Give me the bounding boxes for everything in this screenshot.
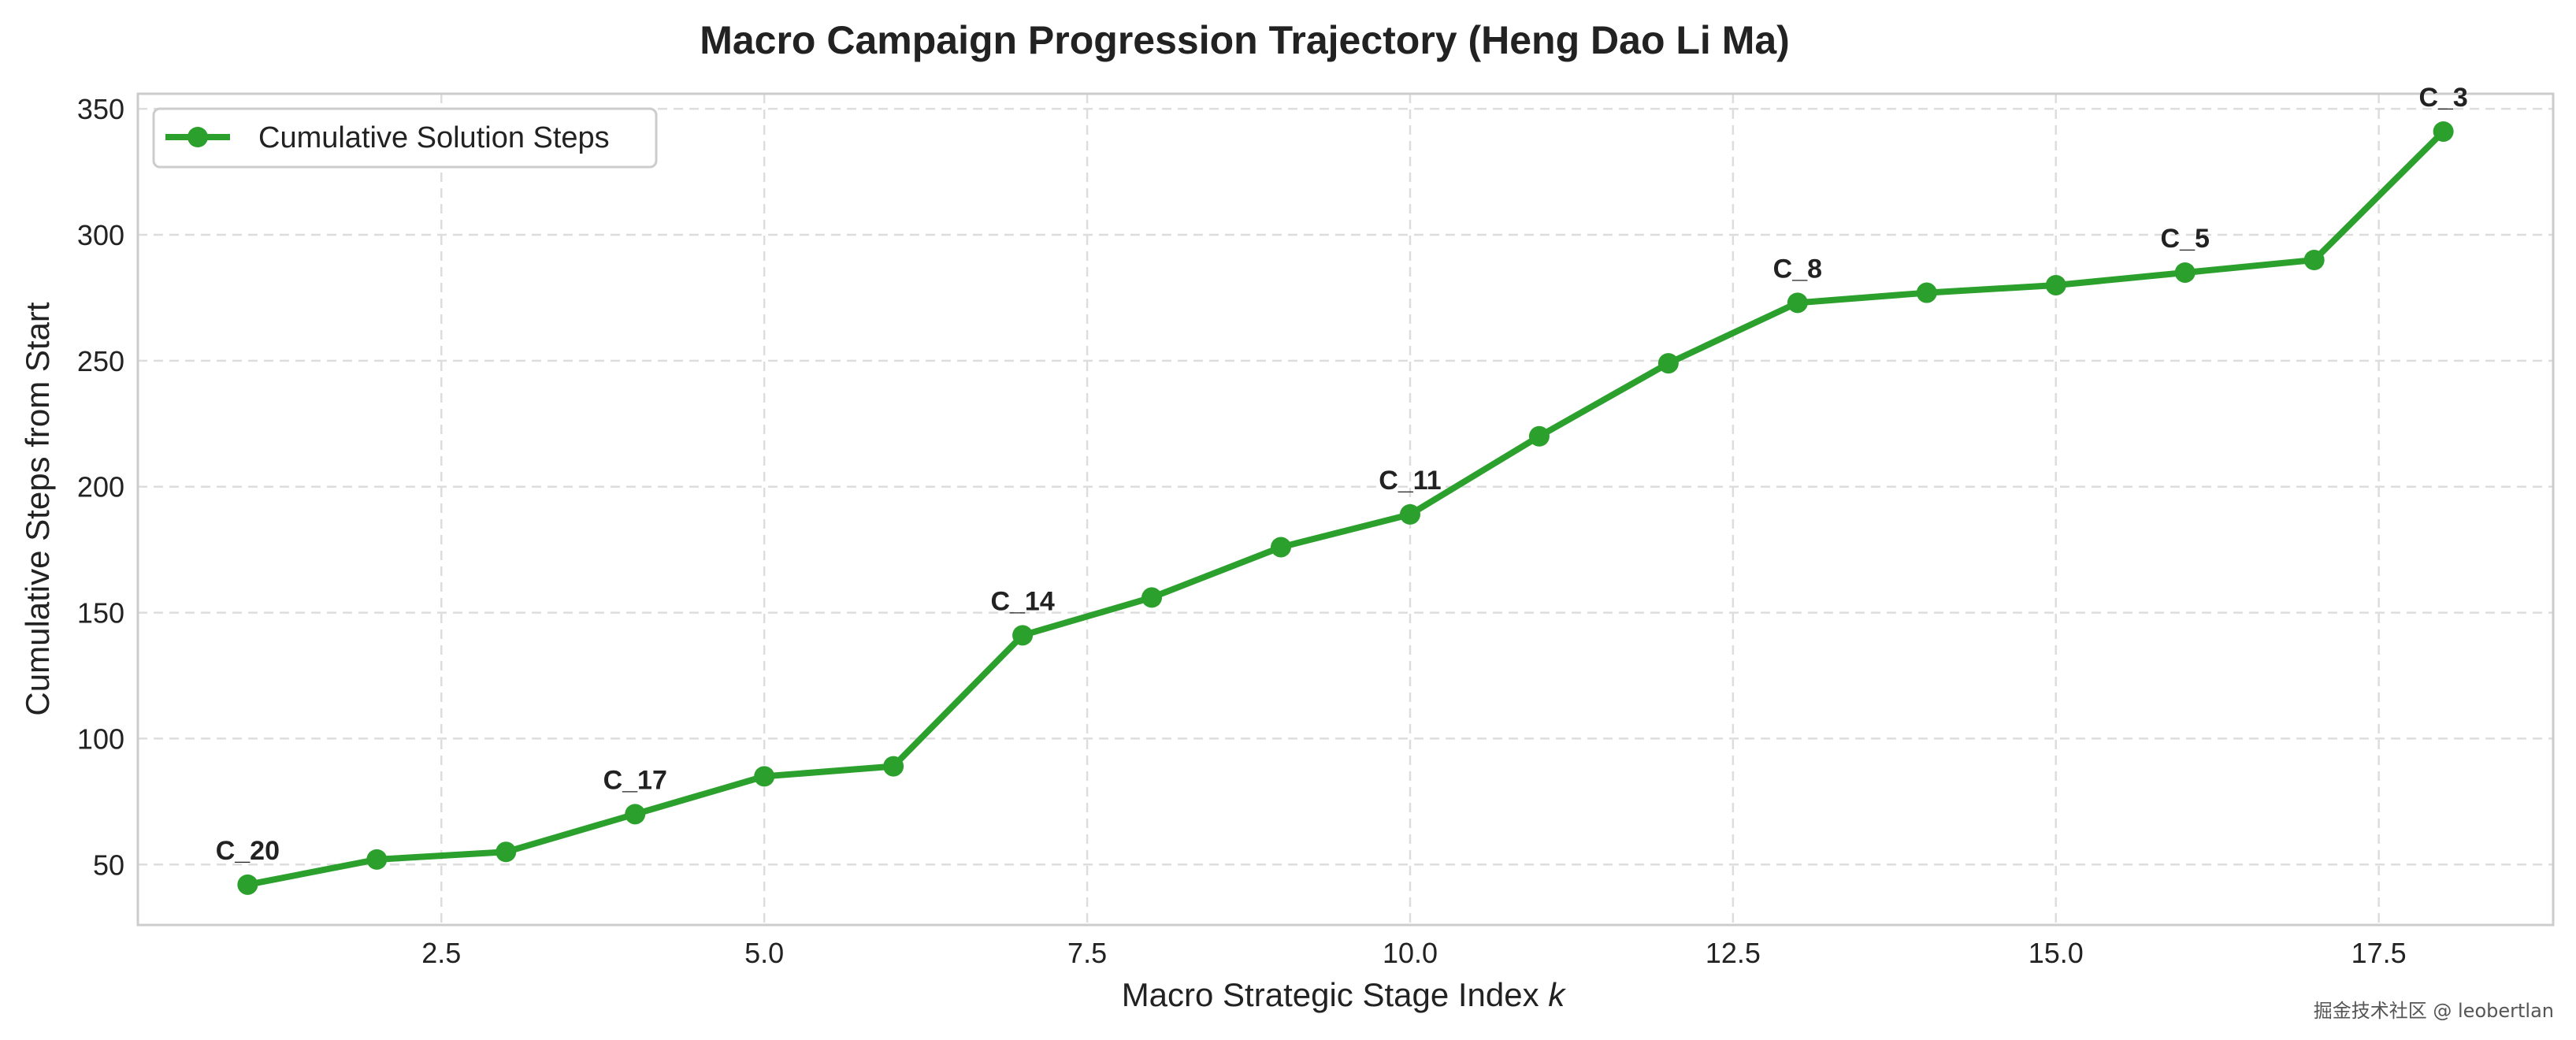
legend-box xyxy=(152,107,658,169)
point-annotation: C_3 xyxy=(2418,83,2467,113)
data-point xyxy=(1399,503,1420,525)
series-group xyxy=(237,121,2454,895)
data-point xyxy=(1141,587,1163,608)
y-tick-label: 100 xyxy=(77,722,124,755)
data-point xyxy=(2303,250,2325,270)
data-point xyxy=(2174,262,2196,283)
data-point xyxy=(1787,292,1808,314)
legend-label: Cumulative Solution Steps xyxy=(258,121,610,154)
x-tick-label: 7.5 xyxy=(1067,937,1107,969)
legend-marker xyxy=(187,127,208,147)
watermark: 掘金技术社区 @ leobertlan xyxy=(2313,1000,2554,1022)
y-tick-label: 150 xyxy=(77,597,124,630)
data-point xyxy=(2433,121,2454,142)
x-tick-label: 12.5 xyxy=(1706,937,1761,969)
x-tick-label: 17.5 xyxy=(2351,937,2407,969)
x-tick-label: 10.0 xyxy=(1383,937,1438,969)
data-point xyxy=(237,874,258,895)
x-tick-label: 2.5 xyxy=(421,937,461,969)
data-point xyxy=(754,766,775,787)
legend: Cumulative Solution Steps xyxy=(152,107,658,169)
y-axis-ticks: 50 100 150 200 250 300 350 xyxy=(77,93,124,881)
x-tick-label: 15.0 xyxy=(2029,937,2084,969)
y-tick-label: 300 xyxy=(77,219,124,251)
y-axis-label: Cumulative Steps from Start xyxy=(19,302,56,716)
data-point xyxy=(496,841,517,863)
data-point xyxy=(1012,625,1034,646)
data-point xyxy=(1271,537,1292,558)
data-point xyxy=(1528,425,1550,447)
point-annotation: C_11 xyxy=(1379,466,1441,496)
x-tick-label: 5.0 xyxy=(744,937,784,969)
point-annotation: C_14 xyxy=(990,586,1054,616)
x-axis-label: Macro Strategic Stage Index k xyxy=(1122,976,1567,1013)
data-point xyxy=(366,849,388,870)
data-point xyxy=(1916,282,1937,303)
series-line xyxy=(244,128,2447,888)
point-annotation: C_20 xyxy=(216,836,280,866)
plot-area xyxy=(136,92,2555,927)
chart-title: Macro Campaign Progression Trajectory (H… xyxy=(700,18,1790,62)
y-tick-label: 250 xyxy=(77,345,124,377)
data-point xyxy=(1657,353,1679,374)
annotations: C_20 C_17 C_14 C_11 C_8 C_5 C_3 xyxy=(216,83,2468,866)
x-axis-ticks: 2.5 5.0 7.5 10.0 12.5 15.0 17.5 xyxy=(421,937,2406,969)
data-point xyxy=(883,756,904,777)
point-annotation: C_17 xyxy=(603,765,667,795)
point-annotation: C_5 xyxy=(2161,224,2210,254)
y-tick-label: 50 xyxy=(93,849,124,881)
data-point xyxy=(625,804,646,825)
point-annotation: C_8 xyxy=(1773,254,1822,284)
y-tick-label: 200 xyxy=(77,471,124,503)
grid xyxy=(138,94,2553,925)
data-point xyxy=(2045,274,2066,295)
y-tick-label: 350 xyxy=(77,93,124,125)
